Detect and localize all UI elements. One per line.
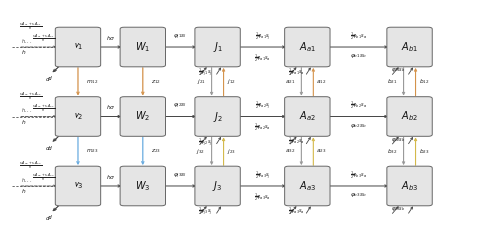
FancyBboxPatch shape <box>387 97 432 136</box>
Text: $a_{21}$: $a_{21}$ <box>285 78 296 86</box>
Text: $\mathcal{v}_3$: $\mathcal{v}_3$ <box>73 181 83 191</box>
FancyBboxPatch shape <box>284 27 330 67</box>
FancyBboxPatch shape <box>284 166 330 206</box>
FancyBboxPatch shape <box>195 97 240 136</box>
FancyBboxPatch shape <box>56 166 100 206</box>
FancyBboxPatch shape <box>387 27 432 67</box>
Text: $J_2$: $J_2$ <box>212 110 222 123</box>
Text: $b_{12}$: $b_{12}$ <box>418 77 429 86</box>
Text: $h$: $h$ <box>22 187 27 195</box>
Text: $d$: $d$ <box>48 74 53 82</box>
Text: $\frac{1}{2}\varphi_{b1}s_a$: $\frac{1}{2}\varphi_{b1}s_a$ <box>350 30 367 42</box>
Text: $d$: $d$ <box>46 144 51 152</box>
Text: $m_{23}$: $m_{23}$ <box>86 147 99 155</box>
Text: $h...$: $h...$ <box>20 176 32 184</box>
Text: $\varphi_{j3}s_l$: $\varphi_{j3}s_l$ <box>173 172 187 181</box>
Text: $h\sigma$: $h\sigma$ <box>106 34 115 42</box>
Text: $j_{23}$: $j_{23}$ <box>226 147 235 156</box>
Text: $A_{a2}$: $A_{a2}$ <box>299 110 316 123</box>
Text: $\varphi_{b1}s_b$: $\varphi_{b1}s_b$ <box>392 66 406 74</box>
Text: $\frac{1}{2}\varphi_{a1}s_a$: $\frac{1}{2}\varphi_{a1}s_a$ <box>288 66 305 78</box>
FancyBboxPatch shape <box>120 97 166 136</box>
Text: $\frac{r_a A_{a1}+r_b A_{b1}}{h}$: $\frac{r_a A_{a1}+r_b A_{b1}}{h}$ <box>19 21 42 33</box>
Text: $\mathcal{v}_1$: $\mathcal{v}_1$ <box>73 42 83 52</box>
Text: $j_{32}$: $j_{32}$ <box>196 147 205 156</box>
Text: $h$: $h$ <box>22 48 27 56</box>
Text: $a_{32}$: $a_{32}$ <box>285 147 296 155</box>
Text: $W_1$: $W_1$ <box>135 40 150 54</box>
Text: $\frac{1}{2}\varphi_{a3}s_a$: $\frac{1}{2}\varphi_{a3}s_a$ <box>254 191 271 203</box>
Text: $h...$: $h...$ <box>20 106 32 114</box>
Text: $\frac{1}{2}\varphi_{a3}s_a$: $\frac{1}{2}\varphi_{a3}s_a$ <box>288 205 305 217</box>
Text: $a_{23}$: $a_{23}$ <box>316 147 327 155</box>
Text: $A_{b1}$: $A_{b1}$ <box>401 40 418 54</box>
FancyBboxPatch shape <box>284 97 330 136</box>
Text: $d$: $d$ <box>48 213 53 221</box>
Text: $\varphi_{b3}s_b$: $\varphi_{b3}s_b$ <box>392 205 406 213</box>
Text: $\frac{1}{2}\varphi_{b3}s_a$: $\frac{1}{2}\varphi_{b3}s_a$ <box>350 169 367 181</box>
Text: $h\sigma$: $h\sigma$ <box>106 173 115 181</box>
Text: $b_{32}$: $b_{32}$ <box>387 147 398 156</box>
Text: $d$: $d$ <box>48 144 53 152</box>
Text: $z_{23}$: $z_{23}$ <box>151 147 160 155</box>
Text: $A_{b2}$: $A_{b2}$ <box>401 110 418 123</box>
FancyBboxPatch shape <box>56 27 100 67</box>
Text: $W_3$: $W_3$ <box>135 179 150 193</box>
Text: $\mathcal{v}_2$: $\mathcal{v}_2$ <box>73 111 83 122</box>
FancyBboxPatch shape <box>120 27 166 67</box>
Text: $J_1$: $J_1$ <box>212 40 222 54</box>
Text: $\frac{1}{2}\varphi_{a1}s_j$: $\frac{1}{2}\varphi_{a1}s_j$ <box>254 30 270 42</box>
Text: $\varphi_{b3}s_b$: $\varphi_{b3}s_b$ <box>350 191 367 199</box>
Text: $\frac{1}{2}\varphi_{b2}s_a$: $\frac{1}{2}\varphi_{b2}s_a$ <box>350 100 367 111</box>
Text: $z_{12}$: $z_{12}$ <box>151 78 160 86</box>
Text: $\frac{1}{2}\varphi_{j1}s_j$: $\frac{1}{2}\varphi_{j1}s_j$ <box>198 66 212 78</box>
Text: $W_2$: $W_2$ <box>135 110 150 123</box>
Text: $j_{12}$: $j_{12}$ <box>226 77 235 86</box>
FancyBboxPatch shape <box>387 166 432 206</box>
Text: $A_{b3}$: $A_{b3}$ <box>401 179 418 193</box>
Text: $A_{a3}$: $A_{a3}$ <box>299 179 316 193</box>
Text: $d$: $d$ <box>46 214 51 222</box>
Text: $\frac{1}{2}\varphi_{a2}s_a$: $\frac{1}{2}\varphi_{a2}s_a$ <box>288 136 305 147</box>
Text: $h\sigma$: $h\sigma$ <box>106 103 115 111</box>
Text: $b_{21}$: $b_{21}$ <box>387 77 398 86</box>
Text: $\frac{1}{2}\varphi_{a2}s_j$: $\frac{1}{2}\varphi_{a2}s_j$ <box>254 99 270 111</box>
Text: $\frac{1}{2}\varphi_{a1}s_a$: $\frac{1}{2}\varphi_{a1}s_a$ <box>254 52 271 64</box>
Text: $\frac{r_a A_{a1}+r_b A_{b1}}{h}$: $\frac{r_a A_{a1}+r_b A_{b1}}{h}$ <box>32 33 54 45</box>
Text: $h$: $h$ <box>22 118 27 126</box>
Text: $b_{23}$: $b_{23}$ <box>418 147 429 156</box>
Text: $\frac{r_a A_{a2}+r_b A_{b2}}{h}$: $\frac{r_a A_{a2}+r_b A_{b2}}{h}$ <box>32 103 54 115</box>
Text: $\frac{1}{2}\varphi_{a2}s_a$: $\frac{1}{2}\varphi_{a2}s_a$ <box>254 122 271 133</box>
FancyBboxPatch shape <box>195 27 240 67</box>
Text: $h...$: $h...$ <box>20 37 32 45</box>
Text: $A_{a1}$: $A_{a1}$ <box>299 40 316 54</box>
Text: $\frac{1}{2}\varphi_{a3}s_j$: $\frac{1}{2}\varphi_{a3}s_j$ <box>254 169 270 181</box>
Text: $\varphi_{b1}s_b$: $\varphi_{b1}s_b$ <box>350 52 367 60</box>
Text: $\frac{1}{2}\varphi_{j2}s_j$: $\frac{1}{2}\varphi_{j2}s_j$ <box>198 136 212 147</box>
Text: $J_3$: $J_3$ <box>212 179 222 193</box>
Text: $\varphi_{j1}s_l$: $\varphi_{j1}s_l$ <box>173 33 187 42</box>
Text: $\varphi_{j2}s_l$: $\varphi_{j2}s_l$ <box>173 102 187 111</box>
FancyBboxPatch shape <box>195 166 240 206</box>
Text: $d$: $d$ <box>46 75 51 83</box>
Text: $j_{21}$: $j_{21}$ <box>196 77 205 86</box>
Text: $\varphi_{b2}s_b$: $\varphi_{b2}s_b$ <box>350 122 367 130</box>
FancyBboxPatch shape <box>120 166 166 206</box>
Text: $\frac{r_a A_{a3}+r_b A_{b3}}{h}$: $\frac{r_a A_{a3}+r_b A_{b3}}{h}$ <box>32 172 54 184</box>
Text: $\frac{r_a A_{a3}+r_b A_{b3}}{h}$: $\frac{r_a A_{a3}+r_b A_{b3}}{h}$ <box>19 160 42 172</box>
Text: $a_{12}$: $a_{12}$ <box>316 78 327 86</box>
Text: $\varphi_{b2}s_b$: $\varphi_{b2}s_b$ <box>392 136 406 144</box>
Text: $m_{12}$: $m_{12}$ <box>86 78 99 86</box>
Text: $\frac{1}{2}\varphi_{j3}s_j$: $\frac{1}{2}\varphi_{j3}s_j$ <box>198 205 212 217</box>
FancyBboxPatch shape <box>56 97 100 136</box>
Text: $\frac{r_a A_{a2}+r_b A_{b2}}{h}$: $\frac{r_a A_{a2}+r_b A_{b2}}{h}$ <box>19 90 42 103</box>
